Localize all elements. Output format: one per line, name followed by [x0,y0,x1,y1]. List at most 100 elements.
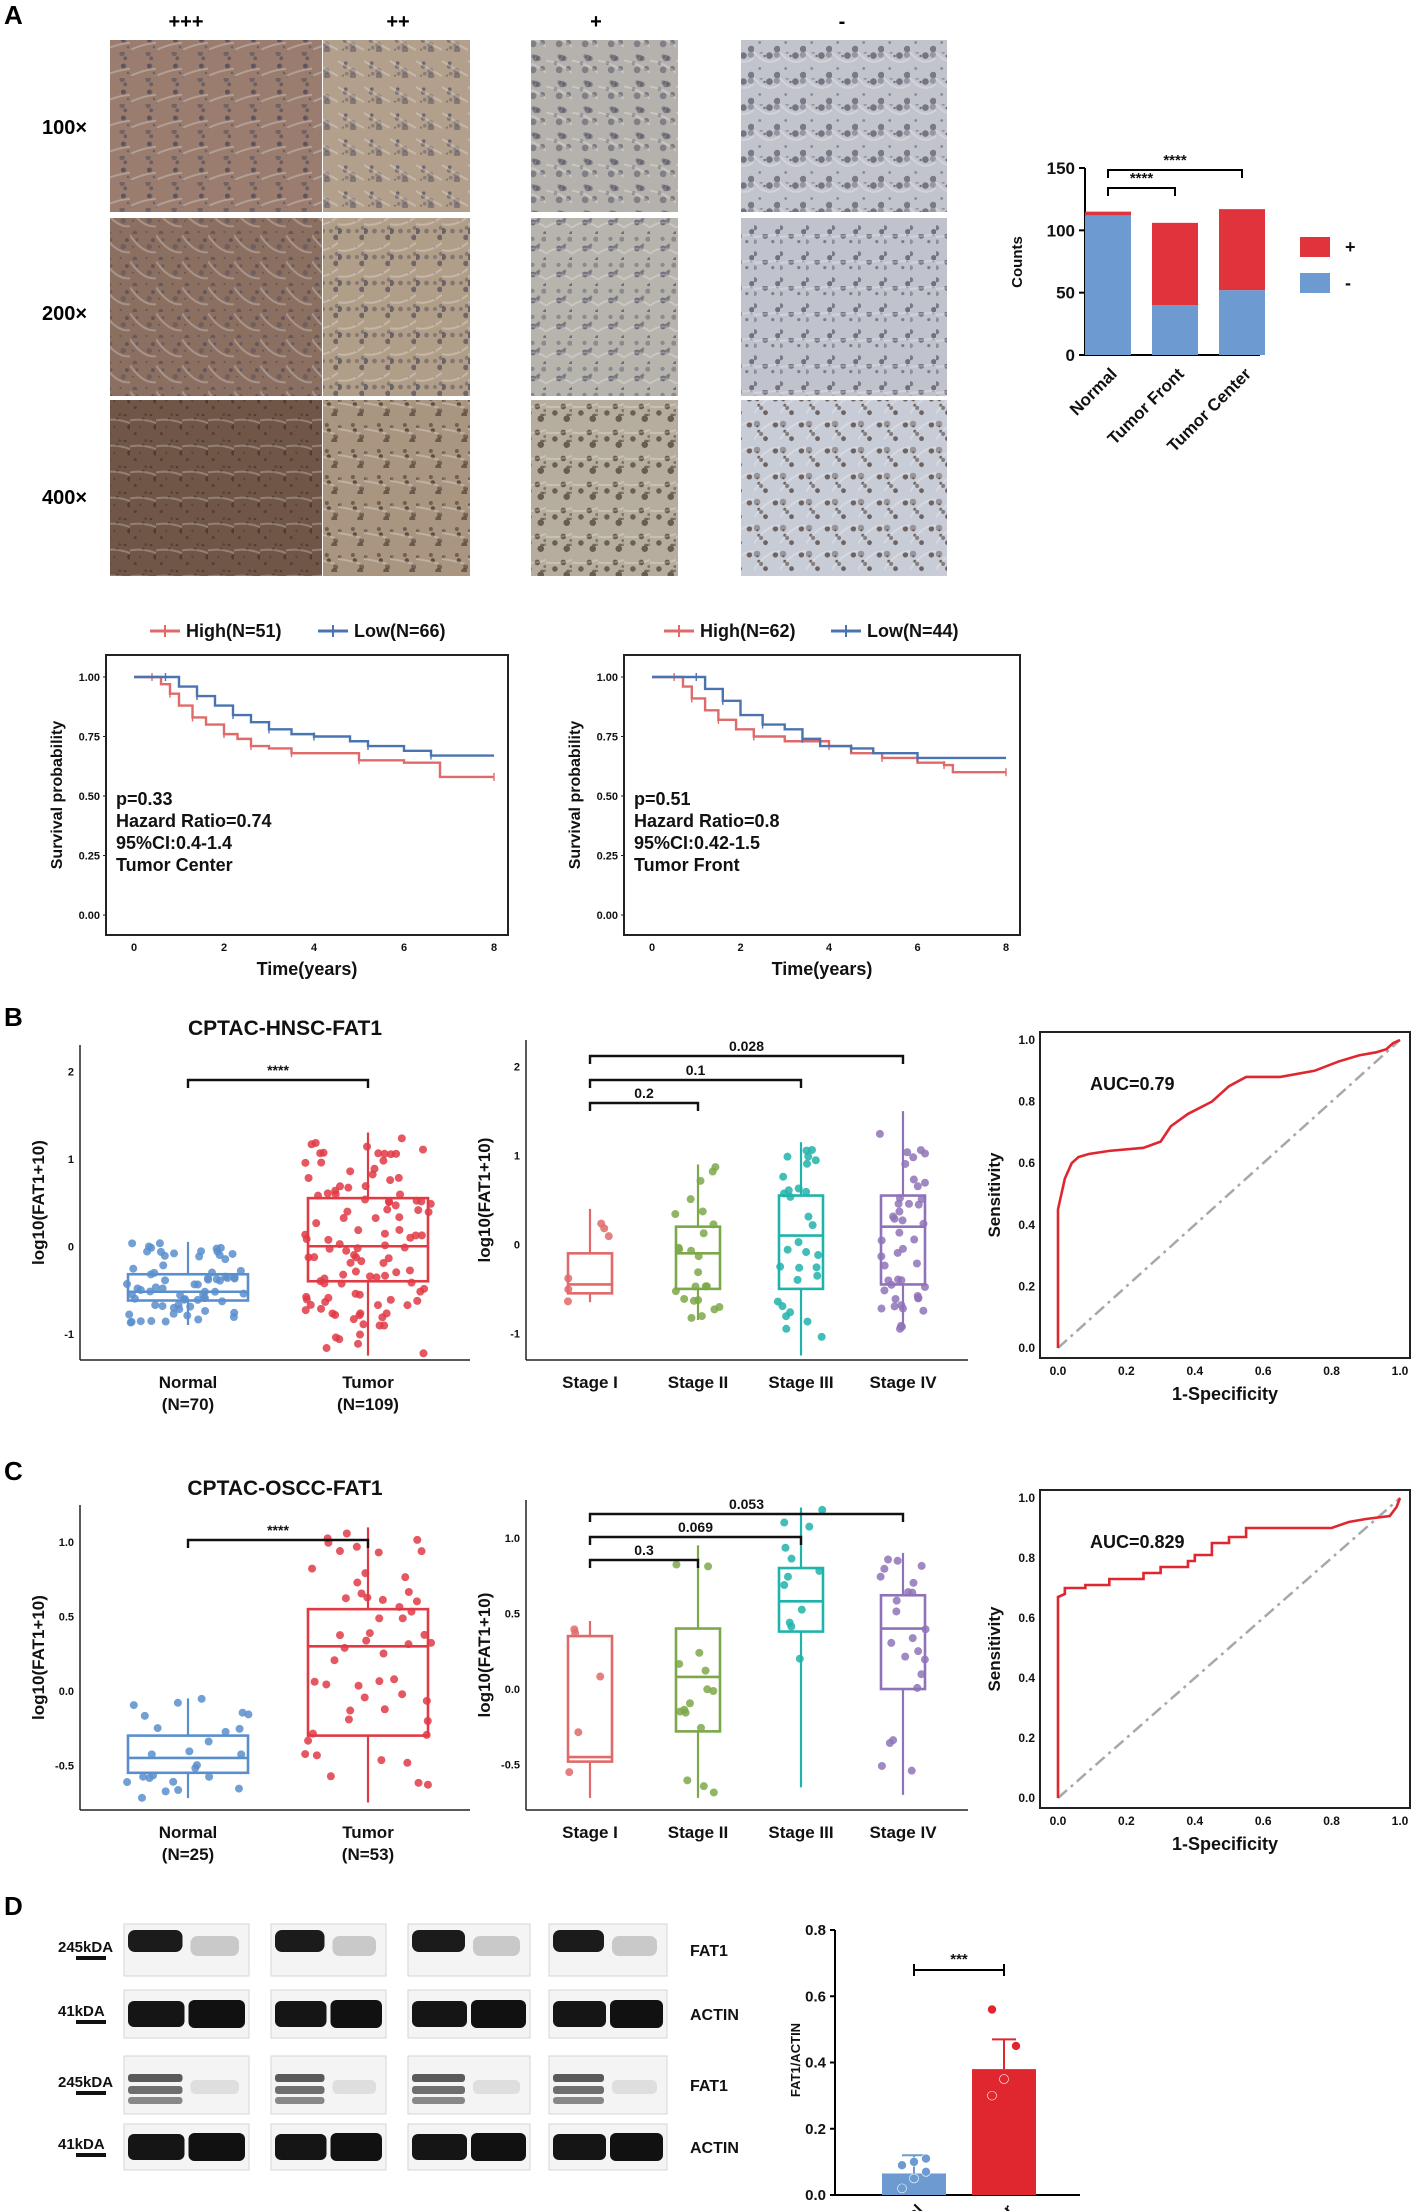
x-tick-label: 4 [826,942,833,954]
box [306,1607,430,1737]
data-point [877,1236,886,1245]
y-axis-label: Survival probability [49,721,66,870]
data-point [880,1286,889,1295]
data-point [151,1283,160,1292]
data-point [335,1240,344,1249]
data-point [137,1793,146,1802]
legend-label: + [1345,237,1356,257]
data-point [416,1287,425,1296]
data-point [392,1149,401,1158]
y-tick-label: 1 [514,1151,520,1163]
data-point [176,1291,185,1300]
x-tick-label: Stage IV [869,1373,937,1392]
data-point [699,1782,708,1791]
x-tick-label: 8 [1003,942,1009,954]
data-point [895,1324,904,1333]
data-point [353,1244,362,1253]
y-tick-label: 0.50 [597,791,618,803]
y-axis-label: log10(FAT1+10) [29,1140,48,1265]
y-tick-label: 0.6 [1018,1611,1035,1625]
data-point [395,1213,404,1222]
data-point [185,1747,194,1756]
annotation-text: 95%CI:0.4-1.4 [116,833,232,853]
data-point [921,1625,930,1634]
data-point [413,1535,422,1544]
data-point [353,1578,362,1587]
data-point [921,2167,931,2177]
data-point [204,1737,213,1746]
data-point [379,1156,388,1165]
data-point [814,1251,823,1260]
legend-label: Low(N=44) [867,621,959,641]
data-point [147,1750,156,1759]
blot-band [553,2134,606,2160]
annotation-text: Hazard Ratio=0.8 [634,811,780,831]
data-point [701,1282,710,1291]
data-point [346,1706,355,1715]
data-point [381,1241,390,1250]
roc-curve [1056,1038,1401,1348]
significance-bracket [1107,187,1176,196]
data-point [159,1261,168,1270]
data-point [686,1195,695,1204]
hnsc-roc-chart: 0.0 0.0 0.2 0.2 0.4 0.4 0.6 0.6 0.8 0.8 1.0 1.0 1-Sp… [985,1031,1411,1404]
plot-frame [1039,1031,1411,1359]
ihc-image-tile [323,218,470,396]
data-point [234,1784,243,1793]
chart-title: CPTAC-OSCC-FAT1 [187,1477,383,1500]
blot-band [610,2000,663,2028]
blot-row-label: ACTIN [690,2140,739,2157]
oscc-roc-chart: 0.0 0.0 0.2 0.2 0.4 0.4 0.6 0.6 0.8 0.8 1.0 1.0 1-Sp… [985,1489,1411,1854]
data-point [375,1321,384,1330]
data-point [354,1339,363,1348]
y-tick-label: 0.0 [1018,1341,1035,1355]
data-point [910,1235,919,1244]
data-point [301,1230,310,1239]
data-point [375,1677,384,1686]
data-point [813,1271,822,1280]
data-point [407,1278,416,1287]
data-point [895,1207,904,1216]
data-point [903,1148,912,1157]
data-point [129,1701,138,1710]
y-axis-label: Sensitivity [985,1606,1004,1692]
data-point [203,1274,212,1283]
data-point [335,1547,344,1556]
data-point [892,1596,901,1605]
data-point [701,1666,710,1675]
data-point [420,1630,429,1639]
data-point [802,1248,811,1257]
x-tick-label: 1.0 [1392,1814,1409,1828]
x-tick-label: Stage III [768,1373,833,1392]
data-point [239,1289,248,1298]
data-point [308,1564,317,1573]
significance-label: 0.069 [678,1519,713,1535]
x-tick-label: Tumor [342,1823,394,1842]
data-point [193,1295,202,1304]
blot-band [553,2097,604,2104]
data-point [335,1182,344,1191]
box [879,1593,927,1691]
data-point [780,1581,789,1590]
ihc-image-tile [110,218,322,396]
data-point [373,1301,382,1310]
y-tick-label: 1.0 [505,1533,520,1545]
data-point [671,1210,680,1219]
y-axis-label: Sensitivity [985,1152,1004,1238]
data-point [146,1287,155,1296]
auc-label: AUC=0.829 [1090,1532,1185,1552]
data-point [381,1271,390,1280]
data-point [123,1778,132,1787]
blot-band [190,1936,239,1956]
data-point [197,1247,206,1256]
data-point [236,1266,245,1275]
data-point [133,1284,142,1293]
data-point [304,1174,313,1183]
x-tick-label: 0.8 [1323,1364,1340,1378]
western-blot: 245kDA FAT1 41kDA ACTIN 245kDA FAT1 41kDA ACTIN [58,1923,739,2171]
data-point [136,1317,145,1326]
x-tick-label: 0.2 [1118,1364,1135,1378]
blot-band [275,2074,325,2082]
x-tick-label: 2 [737,942,743,954]
data-point [423,1780,432,1789]
